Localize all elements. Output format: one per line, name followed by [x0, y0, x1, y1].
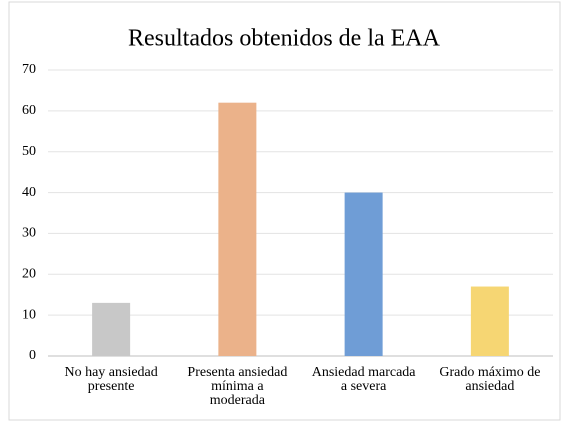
y-tick-label: 40 — [22, 185, 36, 200]
chart-title: Resultados obtenidos de la EAA — [128, 26, 441, 52]
bar — [218, 102, 257, 356]
y-tick-label: 0 — [29, 348, 36, 363]
x-tick-label: Ansiedad marcada a severa — [312, 365, 417, 394]
y-tick-label: 10 — [22, 307, 36, 322]
y-tick-label: 30 — [22, 226, 36, 241]
bar — [344, 192, 383, 356]
chart-border — [8, 1, 561, 421]
y-tick-label: 20 — [22, 267, 36, 282]
y-tick-label: 70 — [22, 62, 36, 77]
x-tick-label: No hay ansiedad presente — [64, 365, 157, 394]
bar — [92, 302, 131, 356]
x-tick-label: Grado máximo de ansiedad — [439, 365, 540, 394]
x-tick-label: Presenta ansiedad mínima a moderada — [187, 365, 287, 408]
y-tick-label: 50 — [22, 144, 36, 159]
y-tick-label: 60 — [22, 103, 36, 118]
bar — [470, 286, 509, 356]
